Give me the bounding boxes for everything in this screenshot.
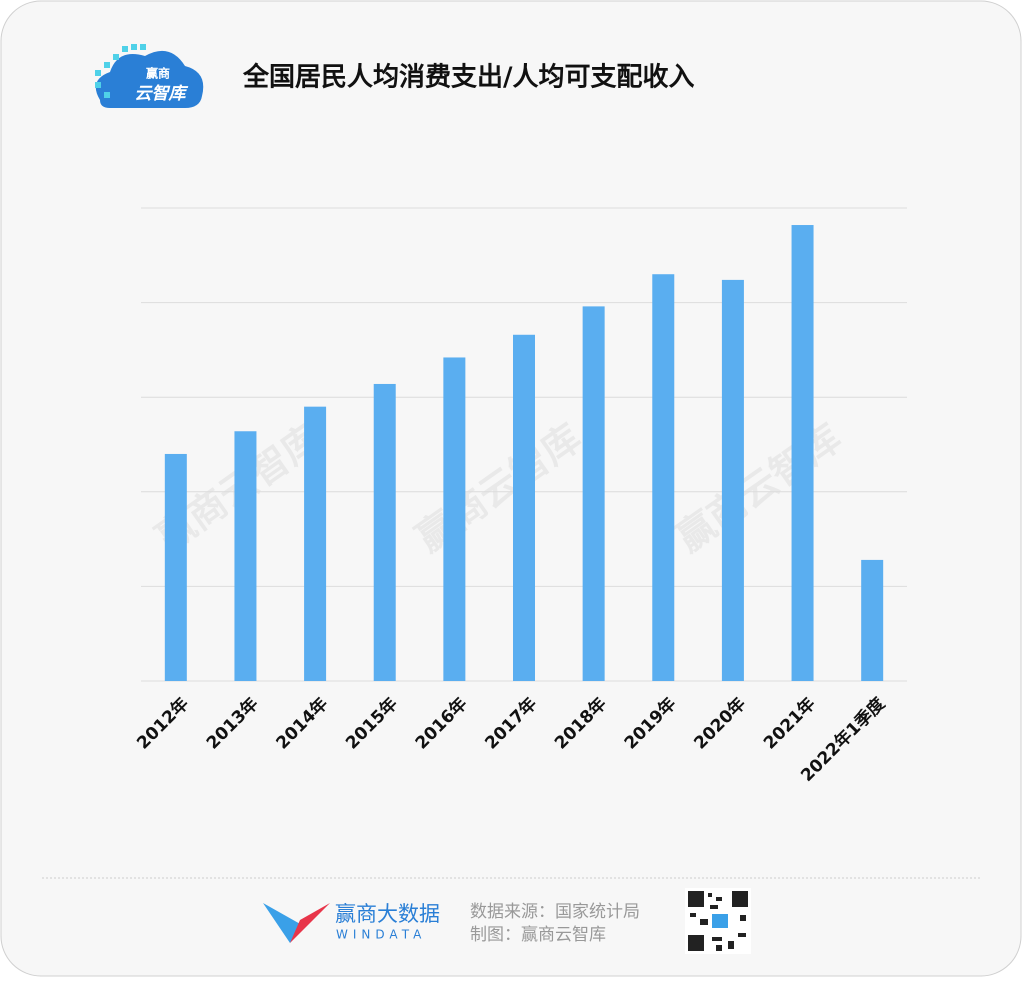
bar: [513, 334, 535, 681]
bar: [582, 306, 605, 681]
bar: [164, 453, 187, 681]
footer-brand: 赢商大数据: [335, 902, 440, 926]
bar: [652, 274, 675, 681]
logo-bottom: 云智库: [135, 84, 189, 104]
qr-code: [685, 888, 751, 954]
bar: [234, 431, 257, 681]
bar: [373, 383, 396, 681]
footer-credit: 制图：赢商云智库: [470, 925, 606, 945]
bar: [443, 357, 466, 681]
footer-brand-en: WINDATA: [336, 928, 426, 942]
bar: [721, 279, 744, 681]
bar: [861, 559, 884, 681]
chart-title: 全国居民人均消费支出/人均可支配收入: [242, 62, 695, 93]
bar: [791, 225, 814, 681]
logo: 赢商 云智库: [95, 44, 204, 108]
bar: [304, 406, 327, 681]
footer-source: 数据来源：国家统计局: [470, 902, 640, 922]
brand-logo: [263, 903, 330, 943]
logo-top: 赢商: [146, 66, 170, 81]
